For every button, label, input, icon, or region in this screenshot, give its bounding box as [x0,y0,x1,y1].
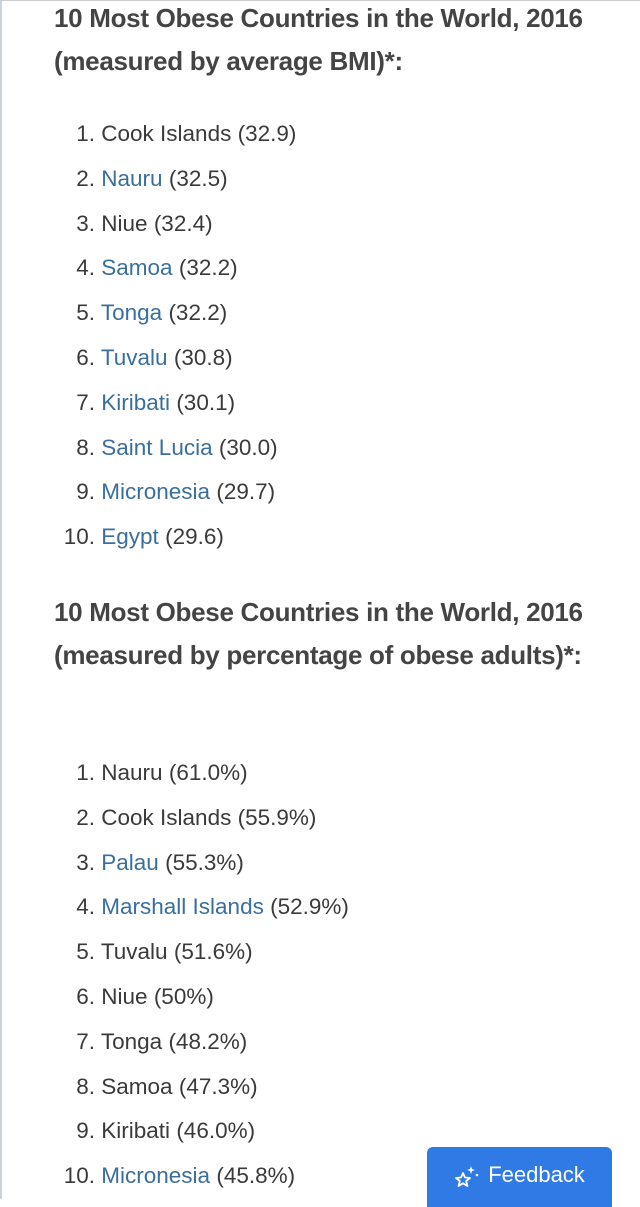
country-link[interactable]: Micronesia [101,479,211,505]
list-item: 3. Palau (55.3%) [54,842,454,887]
rank-number: 8. [76,1073,95,1099]
country-name: Cook Islands [101,804,232,830]
feedback-button[interactable]: Feedback [427,1147,612,1207]
country-name: Niue [101,983,148,1009]
rank-number: 9. [76,1118,95,1144]
country-link[interactable]: Tuvalu [100,344,168,370]
country-name: Niue [101,210,148,236]
country-value: (32.2) [168,300,228,326]
country-value: (32.2) [178,255,238,281]
list-item: 3. Niue (32.4) [54,203,454,248]
list-item: 5. Tonga (32.2) [54,292,454,337]
list-item: 4. Samoa (32.2) [54,247,454,292]
list-item: 9. Micronesia (29.7) [54,471,454,516]
country-link[interactable]: Nauru [101,165,163,191]
country-value: (61.0%) [168,760,248,785]
country-name: Kiribati [101,1118,171,1144]
country-value: (55.9%) [237,804,317,830]
rank-number: 3. [76,849,95,875]
country-value: (46.0%) [176,1118,256,1144]
rank-number: 5. [76,939,95,965]
country-link[interactable]: Tonga [100,300,163,326]
list-item: 6. Niue (50%) [54,976,454,1021]
country-value: (32.4) [153,210,213,236]
country-value: (29.6) [165,524,224,550]
country-link[interactable]: Saint Lucia [101,434,213,460]
country-value: (50%) [153,983,214,1009]
rank-number: 4. [76,255,95,281]
country-link[interactable]: Kiribati [101,389,171,415]
section-heading-bmi: 10 Most Obese Countries in the World, 20… [54,3,583,76]
list-item: 6. Tuvalu (30.8) [54,337,454,382]
country-link[interactable]: Egypt [101,524,159,550]
list-item: 9. Kiribati (46.0%) [54,1110,454,1155]
list-item: 8. Saint Lucia (30.0) [54,427,454,472]
list-item: 7. Kiribati (30.1) [54,382,454,427]
country-value: (32.9) [237,121,297,146]
country-value: (48.2%) [168,1028,248,1054]
rank-number: 6. [76,344,95,370]
country-value: (45.8%) [216,1163,296,1189]
country-value: (52.9%) [270,894,349,920]
country-name: Tuvalu [100,939,168,965]
rank-number: 5. [76,300,95,326]
country-link[interactable]: Samoa [101,255,173,281]
list-item: 2. Nauru (32.5) [54,158,454,203]
list-item: 1. Cook Islands (32.9) [54,113,454,158]
country-value: (51.6%) [173,939,253,965]
list-item: 5. Tuvalu (51.6%) [54,931,454,976]
country-name: Cook Islands [101,121,232,146]
country-value: (55.3%) [165,849,244,875]
rank-number: 4. [76,894,95,920]
rank-number: 7. [76,1028,95,1054]
percentage-ranking-list: 1. Nauru (61.0%) 2. Cook Islands (55.9%) 3… [54,752,454,1200]
country-name: Nauru [101,760,163,785]
section-heading-percentage: 10 Most Obese Countries in the World, 20… [54,597,583,670]
list-item: 2. Cook Islands (55.9%) [54,797,454,842]
rank-number: 2. [76,804,95,830]
country-link[interactable]: Micronesia [101,1163,211,1189]
rank-number: 6. [76,983,95,1009]
country-name: Samoa [101,1073,173,1099]
bmi-ranking-list: 1. Cook Islands (32.9) 2. Nauru (32.5) 3. … [54,113,454,561]
feedback-label: Feedback [488,1162,585,1187]
rank-number: 10. [63,1163,95,1189]
list-item: 10. Micronesia (45.8%) [54,1155,454,1200]
sparkle-star-icon [455,1166,479,1187]
country-value: (30.8) [173,344,233,370]
country-value: (30.0) [218,434,278,460]
rank-number: 3. [76,210,95,236]
rank-number: 10. [63,524,95,550]
rank-number: 9. [76,479,95,505]
rank-number: 2. [76,165,95,191]
country-link[interactable]: Palau [101,849,159,875]
list-item: 7. Tonga (48.2%) [54,1021,454,1066]
country-link[interactable]: Marshall Islands [101,894,264,920]
list-item: 4. Marshall Islands (52.9%) [54,886,454,931]
country-value: (30.1) [176,389,236,415]
country-value: (32.5) [168,165,228,191]
rank-number: 1. [76,760,95,785]
list-item: 8. Samoa (47.3%) [54,1066,454,1111]
rank-number: 1. [76,121,95,146]
rank-number: 7. [76,389,95,415]
country-value: (47.3%) [178,1073,258,1099]
country-value: (29.7) [216,479,276,505]
list-item: 10. Egypt (29.6) [54,516,454,561]
list-item: 1. Nauru (61.0%) [54,752,454,797]
rank-number: 8. [76,434,95,460]
country-name: Tonga [100,1028,163,1054]
